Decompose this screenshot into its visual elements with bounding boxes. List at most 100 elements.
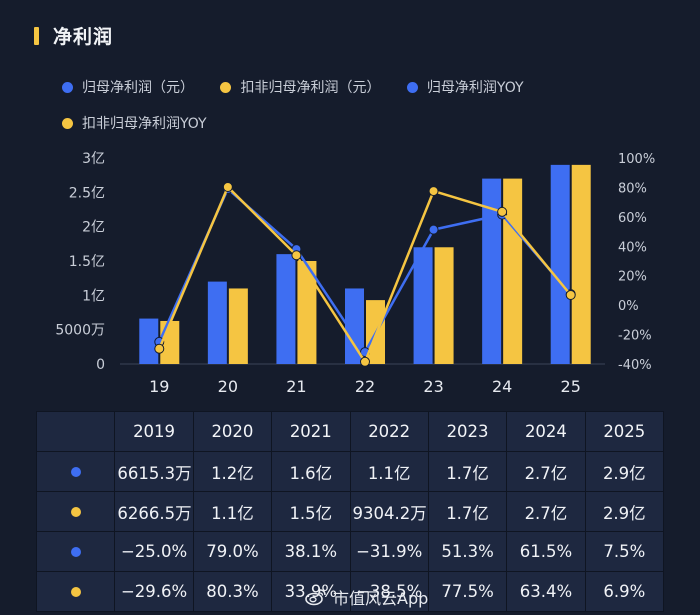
bar-net-profit — [482, 178, 502, 364]
table-cell: 80.3% — [192, 571, 273, 612]
x-tick-label: 20 — [218, 377, 238, 396]
point-deducted-net-profit-yoy — [291, 250, 302, 261]
table-row: −25.0% 79.0% 38.1% −31.9% 51.3% 61.5% 7.5% — [35, 531, 665, 572]
table-cell: −29.6% — [114, 571, 194, 612]
row-dot-icon — [70, 467, 81, 477]
watermark: 市值风云App — [305, 585, 428, 609]
x-tick-label: 22 — [355, 377, 375, 396]
table-cell: 6615.3万 — [114, 451, 194, 492]
net-profit-chart: 0 5000万 1亿 1.5亿 2亿 2.5亿 3亿 -40% -20% 0% 20% 40% 60% 8… — [55, 151, 655, 396]
bar-deducted-net-profit — [571, 164, 591, 364]
row-marker-cell — [35, 571, 116, 612]
table-cell: 2.9亿 — [584, 491, 665, 532]
table-cell: 6.9% — [584, 571, 665, 612]
point-deducted-net-profit-yoy — [360, 356, 370, 367]
table-corner-cell — [35, 411, 116, 452]
x-tick-label: 24 — [492, 377, 512, 396]
table-row: 6615.3万 1.2亿 1.6亿 1.1亿 1.7亿 2.7亿 2.9亿 — [35, 451, 665, 492]
point-deducted-net-profit-yoy — [565, 289, 576, 300]
point-deducted-net-profit-yoy — [497, 206, 508, 217]
legend-item-net-profit-yoy[interactable]: 归母净利润YOY — [406, 77, 524, 97]
y-right-tick-label: -40% — [618, 358, 652, 373]
legend-label: 归母净利润（元） — [82, 80, 194, 96]
year-header: 2024 — [506, 411, 586, 452]
table-cell: 9304.2万 — [349, 491, 429, 532]
table-cell: 1.7亿 — [427, 451, 508, 492]
table-cell: 2.7亿 — [506, 491, 586, 532]
year-header: 2021 — [271, 411, 351, 452]
table-cell: 1.1亿 — [349, 451, 429, 492]
year-header: 2019 — [114, 411, 194, 452]
legend-label: 归母净利润YOY — [426, 80, 524, 96]
y-left-tick-label: 3亿 — [82, 151, 105, 167]
point-deducted-net-profit-yoy — [428, 186, 439, 197]
bar-deducted-net-profit — [503, 178, 523, 364]
y-right-tick-label: 20% — [618, 270, 647, 285]
table-cell: 38.1% — [271, 531, 351, 572]
x-tick-label: 23 — [423, 377, 443, 396]
year-header: 2023 — [427, 411, 508, 452]
table-cell: 2.7亿 — [506, 451, 586, 492]
table-cell: 77.5% — [427, 571, 508, 612]
section-header: 净利润 — [34, 22, 113, 49]
legend-dot-icon — [62, 117, 73, 129]
year-header: 2022 — [349, 411, 429, 452]
y-right-tick-label: 80% — [618, 181, 647, 196]
y-right-tick-label: 0% — [618, 299, 639, 314]
row-marker-cell — [35, 451, 116, 492]
legend-label: 扣非归母净利润（元） — [240, 80, 381, 96]
table-cell: 63.4% — [506, 571, 586, 612]
chart-legend: 归母净利润（元） 扣非归母净利润（元） 归母净利润YOY 扣非归母净利润YOY — [62, 77, 622, 149]
table-cell: 79.0% — [192, 531, 273, 572]
legend-item-net-profit[interactable]: 归母净利润（元） — [62, 77, 194, 97]
table-row: 6266.5万 1.1亿 1.5亿 9304.2万 1.7亿 2.7亿 2.9亿 — [35, 491, 665, 532]
bar-deducted-net-profit — [228, 288, 248, 364]
y-left-tick-label: 2.5亿 — [69, 185, 105, 201]
bar-net-profit — [139, 318, 159, 364]
page-title: 净利润 — [53, 26, 114, 48]
x-tick-label: 21 — [286, 377, 306, 396]
legend-dot-icon — [406, 81, 418, 93]
table-cell: −25.0% — [114, 531, 194, 572]
row-marker-cell — [35, 491, 116, 532]
table-cell: −38.5% — [349, 571, 429, 612]
title-accent-bar — [34, 26, 39, 45]
row-dot-icon — [70, 507, 81, 517]
y-left-tick-label: 2亿 — [82, 220, 105, 236]
table-cell: 2.9亿 — [584, 451, 665, 492]
table-cell: 1.7亿 — [427, 491, 508, 532]
x-tick-label: 19 — [149, 377, 169, 396]
year-header: 2025 — [584, 411, 665, 452]
table-cell: 1.6亿 — [271, 451, 351, 492]
y-right-tick-label: 100% — [618, 152, 655, 167]
y-right-tick-label: 60% — [618, 211, 647, 226]
legend-dot-icon — [220, 81, 232, 93]
table-cell: 1.2亿 — [192, 451, 273, 492]
legend-dot-icon — [62, 81, 73, 93]
table-cell: 6266.5万 — [114, 491, 194, 532]
table-cell: −31.9% — [349, 531, 429, 572]
bar-net-profit — [207, 281, 227, 364]
row-dot-icon — [70, 587, 81, 597]
legend-item-deducted-net-profit-yoy[interactable]: 扣非归母净利润YOY — [62, 113, 207, 133]
legend-item-deducted-net-profit[interactable]: 扣非归母净利润（元） — [220, 77, 380, 97]
bar-deducted-net-profit — [297, 261, 317, 364]
year-header: 2020 — [192, 411, 273, 452]
point-net-profit-yoy — [428, 224, 439, 235]
y-right-tick-label: -20% — [618, 329, 652, 344]
point-deducted-net-profit-yoy — [222, 181, 233, 192]
table-row: −29.6% 80.3% 33.9% −38.5% 77.5% 63.4% 6.9% — [35, 571, 665, 612]
point-deducted-net-profit-yoy — [154, 343, 165, 354]
watermark-text: 市值风云App — [333, 589, 429, 608]
x-tick-label: 25 — [561, 377, 581, 396]
y-right-tick-label: 40% — [618, 240, 647, 255]
y-left-tick-label: 1亿 — [82, 288, 105, 304]
y-left-tick-label: 1.5亿 — [69, 254, 105, 270]
row-dot-icon — [70, 547, 81, 557]
table-cell: 1.5亿 — [271, 491, 351, 532]
bar-net-profit — [550, 164, 570, 364]
bar-net-profit — [413, 247, 433, 364]
y-left-tick-label: 5000万 — [55, 323, 105, 339]
bar-deducted-net-profit — [434, 247, 454, 364]
row-marker-cell — [35, 531, 116, 572]
